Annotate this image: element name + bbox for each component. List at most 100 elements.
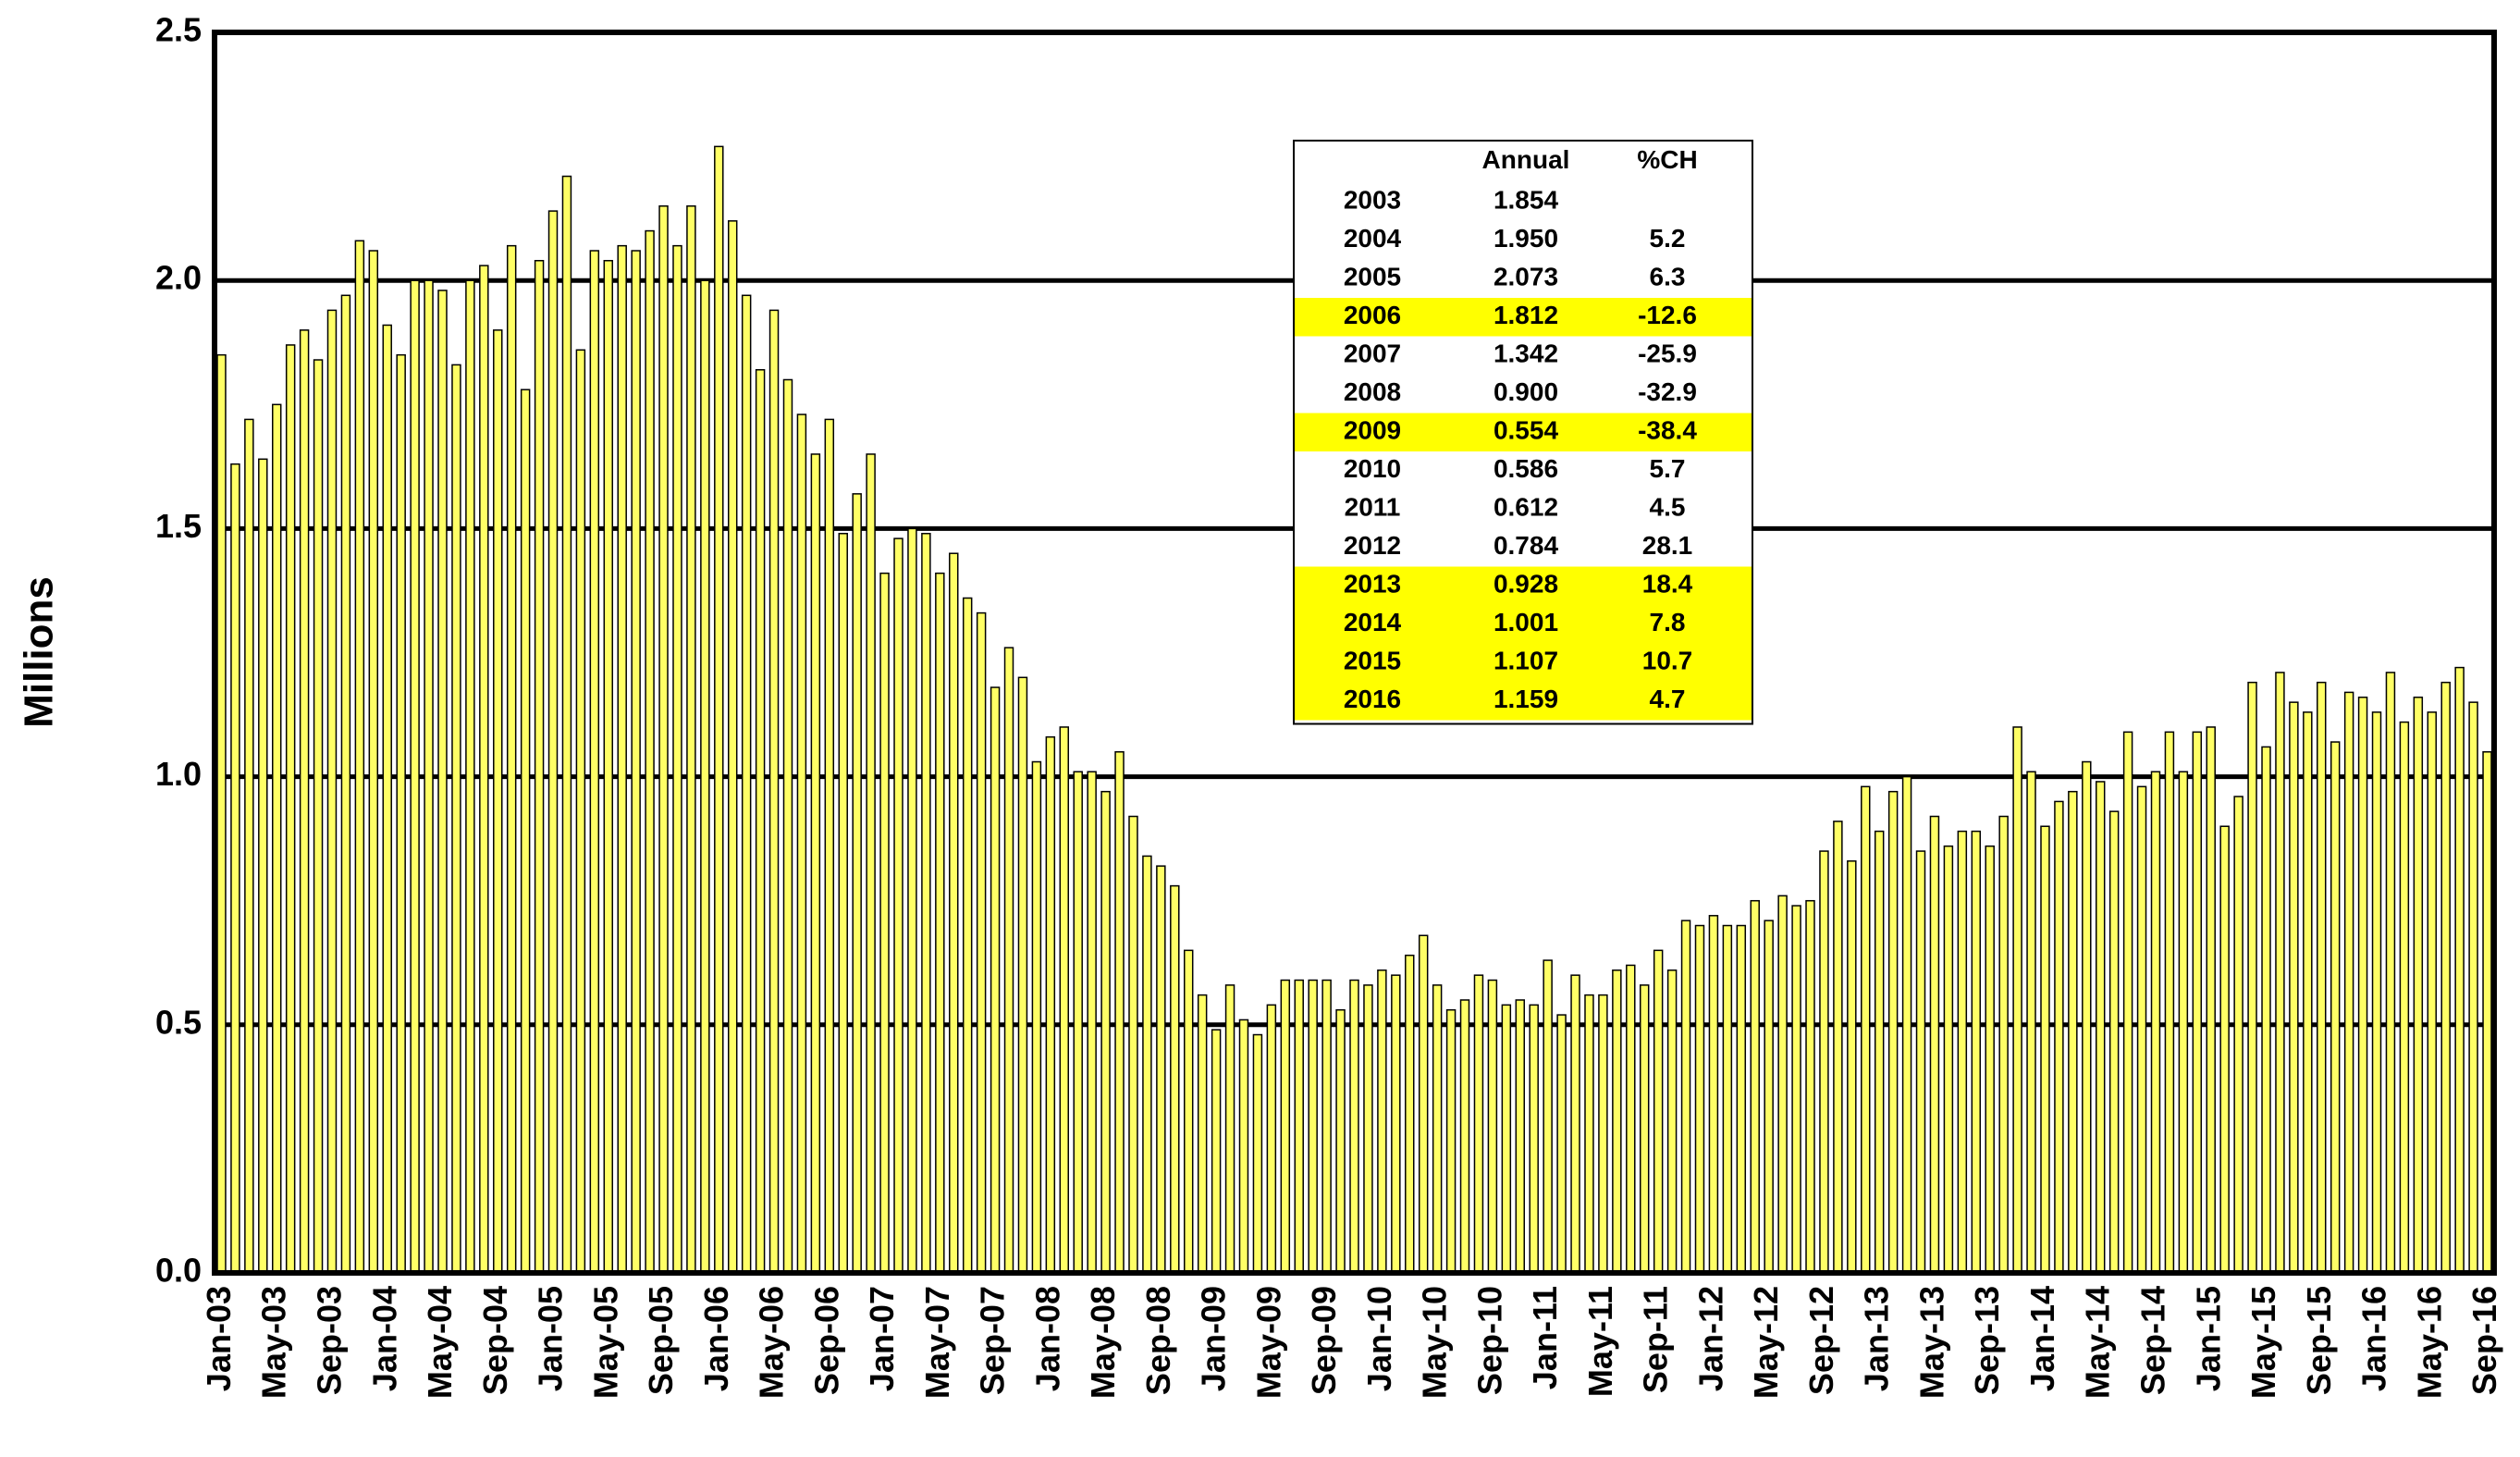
bar (617, 244, 627, 1274)
table-cell: 6.3 (1650, 263, 1686, 291)
bar (1224, 984, 1235, 1274)
table-cell: 4.7 (1650, 685, 1686, 713)
table-cell: 1.854 (1494, 186, 1558, 215)
bar (1819, 850, 1829, 1274)
bar (1059, 726, 1070, 1274)
bar (437, 290, 448, 1274)
bar (382, 324, 392, 1274)
bar (534, 259, 545, 1274)
x-tick-label: Jan-05 (532, 1286, 570, 1391)
bar (1377, 969, 1387, 1274)
bar (2068, 790, 2078, 1274)
bar (410, 279, 420, 1274)
bar (1612, 969, 1622, 1274)
table-cell: 1.159 (1494, 685, 1558, 713)
bar (1487, 979, 1498, 1274)
table-cell: 0.586 (1494, 454, 1558, 483)
bar (893, 537, 904, 1274)
bar (2012, 726, 2022, 1274)
table-cell: 1.950 (1494, 224, 1558, 253)
bar (354, 240, 365, 1274)
bar (2317, 681, 2327, 1274)
x-tick-label: Jan-06 (697, 1286, 735, 1391)
x-tick-label: Jan-13 (1858, 1286, 1896, 1391)
table-cell: 18.4 (1642, 570, 1693, 599)
bar (2178, 771, 2189, 1274)
bar (1321, 979, 1332, 1274)
bar (1971, 830, 1982, 1274)
table-cell: 2012 (1344, 531, 1401, 560)
x-tick-label: May-05 (586, 1286, 624, 1399)
table-cell: 2007 (1344, 340, 1401, 368)
table-cell: 10.7 (1642, 647, 1693, 675)
bar (1584, 994, 1594, 1274)
bar (1556, 1014, 1567, 1274)
bar (1266, 1004, 1277, 1274)
bar (299, 329, 310, 1274)
bar (1833, 821, 1843, 1274)
bar (1874, 830, 1885, 1274)
bar (1294, 979, 1304, 1274)
table-cell: -32.9 (1638, 377, 1697, 406)
bar (258, 458, 268, 1274)
table-cell: 1.812 (1494, 301, 1558, 329)
bar (2385, 672, 2396, 1274)
bar (1847, 860, 1857, 1274)
x-tick-label: Sep-09 (1305, 1286, 1343, 1395)
table-cell: 5.7 (1650, 454, 1686, 483)
x-tick-label: Sep-05 (642, 1286, 680, 1395)
bar (1003, 647, 1014, 1274)
x-tick-label: May-07 (918, 1286, 956, 1399)
x-tick-label: Sep-07 (974, 1286, 1012, 1395)
bar (824, 418, 835, 1274)
bar (589, 250, 600, 1274)
table-cell: 2015 (1344, 647, 1401, 675)
x-tick-label: Jan-10 (1360, 1286, 1398, 1391)
bar (2122, 731, 2133, 1274)
bar (520, 389, 531, 1274)
bar (2261, 746, 2271, 1274)
bar (271, 403, 282, 1274)
bar (1708, 915, 1719, 1274)
bar (1045, 735, 1056, 1274)
bar (2150, 771, 2161, 1274)
table-cell: 2016 (1344, 685, 1401, 713)
table-row-highlight (1295, 413, 1752, 451)
bar (1805, 899, 1815, 1274)
bar (244, 418, 254, 1274)
table-row-highlight (1295, 682, 1752, 721)
bar (2343, 691, 2354, 1274)
table-cell: 0.612 (1494, 493, 1558, 522)
bar (1529, 1004, 1539, 1274)
bar (493, 329, 503, 1274)
table-cell: 2006 (1344, 301, 1401, 329)
bar (451, 364, 461, 1274)
bar (990, 686, 1001, 1274)
table-cell: 0.928 (1494, 570, 1558, 599)
table-cell: 4.5 (1650, 493, 1686, 522)
bar (368, 250, 379, 1274)
bar (935, 572, 945, 1274)
bar (921, 533, 931, 1274)
bar (672, 244, 682, 1274)
bar (465, 279, 475, 1274)
table-cell: 28.1 (1642, 531, 1693, 560)
bar (2026, 771, 2036, 1274)
bar (768, 309, 780, 1274)
bar (1183, 949, 1194, 1274)
x-tick-label: May-03 (255, 1286, 293, 1399)
bar (1639, 984, 1650, 1274)
y-tick-label: 0.5 (155, 1003, 202, 1041)
bar (631, 250, 641, 1274)
bar (2454, 666, 2465, 1274)
bar (1280, 979, 1291, 1274)
bar (2136, 785, 2147, 1274)
bar (976, 611, 987, 1274)
bar (879, 572, 890, 1274)
bar (1170, 884, 1180, 1274)
plot-frame (212, 30, 2497, 1276)
table-cell: 2.073 (1494, 263, 1558, 291)
bar (1777, 895, 1788, 1274)
bar (2303, 711, 2313, 1274)
bar (1363, 984, 1373, 1274)
